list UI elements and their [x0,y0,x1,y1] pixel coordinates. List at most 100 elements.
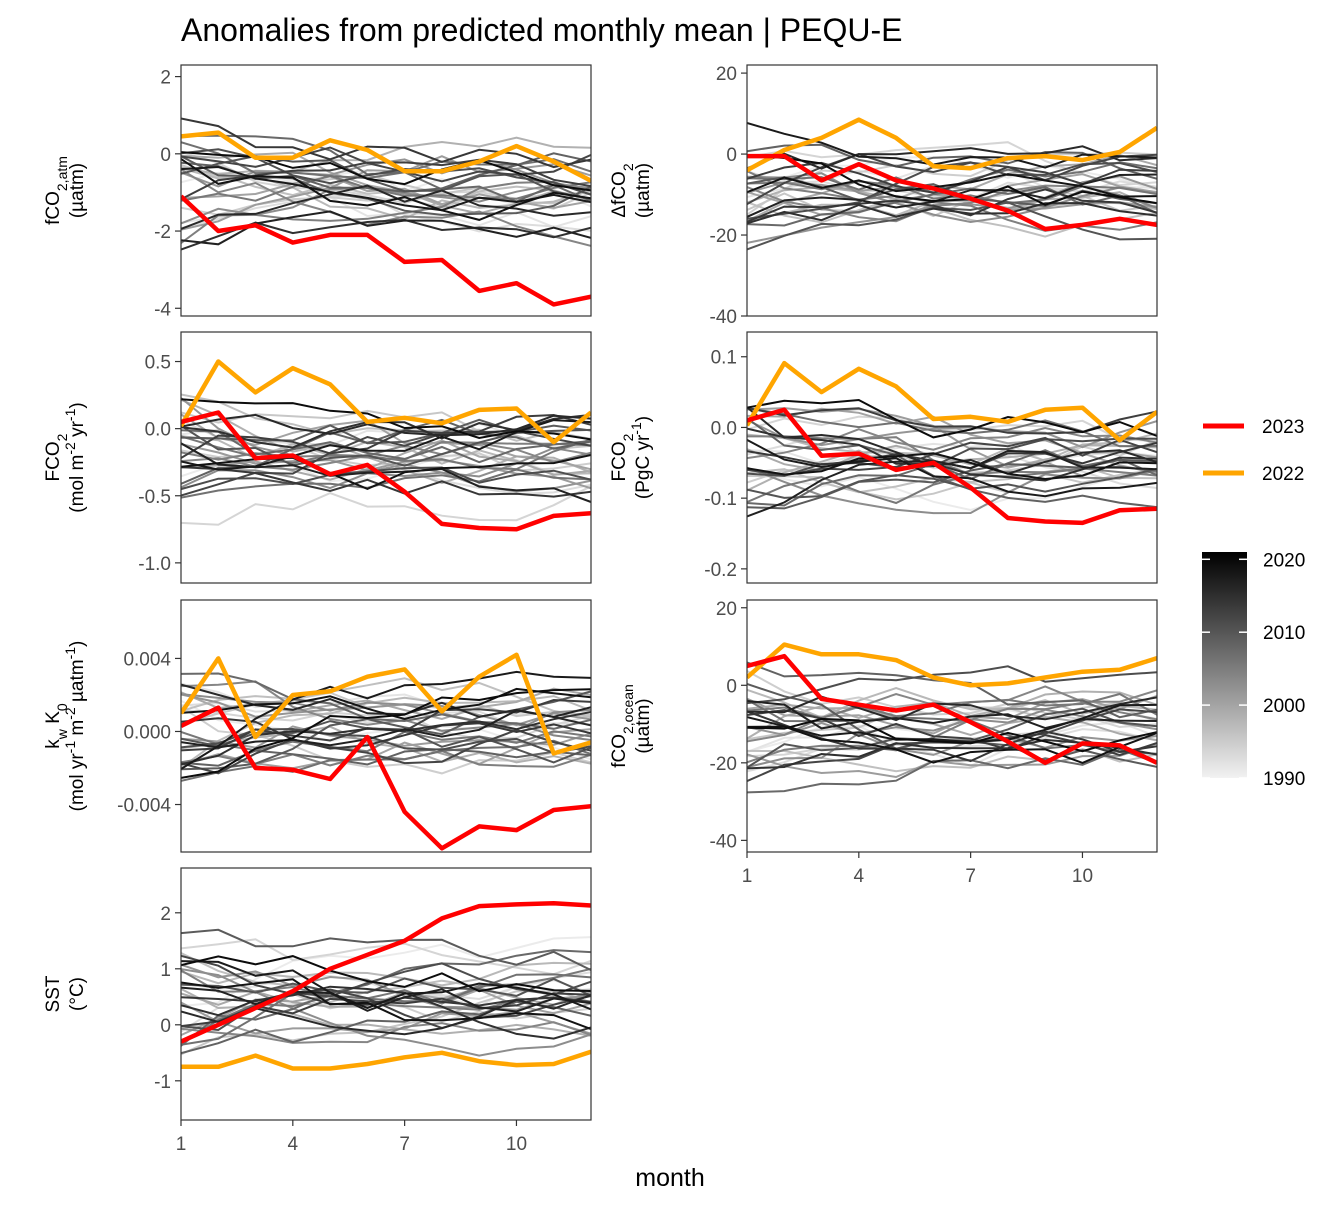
series-line-2023 [747,153,1157,232]
year-ensemble-line [181,134,591,203]
year-ensemble-line [181,986,591,1013]
year-ensemble-line [181,936,591,1008]
year-ensemble-line [747,701,1157,764]
x-tick-label: 4 [288,1134,299,1155]
panel-border [746,599,1158,853]
panels: 20-2-4fCO2,atm(µatm)200-20-40ΔfCO2(µatm)… [43,64,1158,1155]
year-ensemble-line [747,470,1157,512]
year-ensemble-line [181,413,591,449]
y-axis-label: ΔfCO2(µatm) [609,163,654,218]
y-tick-label: -4 [154,299,171,320]
y-tick-label: -0.2 [704,560,737,581]
x-tick-label: 7 [965,866,976,887]
year-ensemble-line [747,173,1157,198]
y-tick-label: 0.004 [123,649,171,670]
y-tick-label: -40 [710,831,737,852]
panel-4: 0.1 0.0 -0.1 -0.2 FCO2(PgC yr-1) [609,331,1158,584]
year-ensemble-line [181,967,591,1046]
y-tick-label: -0.1 [704,489,737,510]
plot-area [181,359,591,532]
y-tick-label: 0 [160,1016,171,1037]
series-line-2023 [181,901,591,1044]
year-ensemble-line [181,978,591,1031]
plot-area [747,360,1157,526]
year-ensemble-line [181,968,591,1057]
x-tick-label: 10 [506,1134,527,1155]
series-line-2022 [181,130,591,183]
year-ensemble-line [181,485,591,526]
y-tick-label: 2 [160,904,171,925]
year-ensemble-line [181,466,591,498]
y-tick-label: -20 [710,754,737,775]
legend-lines: 2023 2022 [1203,417,1304,485]
year-ensemble-line [181,688,591,779]
year-ensemble-line [747,452,1157,481]
colorbar-label: 2000 [1263,696,1305,717]
panel-border [180,331,592,584]
y-tick-label: 0 [160,145,171,166]
y-tick-label: -2 [154,222,171,243]
year-ensemble-line [747,180,1157,205]
year-ensemble-line [181,184,591,230]
y-tick-label: 20 [716,599,737,620]
series-line-2022 [747,642,1157,688]
year-ensemble-line [747,145,1157,170]
series-line-2023 [747,653,1157,766]
plot-area [181,652,591,851]
colorbar-gradient [1202,552,1247,778]
series-line-2022 [747,360,1157,443]
year-ensemble-line [747,467,1157,499]
y-tick-label: 0 [726,676,737,697]
year-ensemble-line [181,435,591,471]
year-ensemble-line [181,706,591,749]
panel-2: 20 0 -20 -40 ΔfCO2(µatm) [609,64,1158,328]
panel-3: 0.5 0.0 -0.5 -1.0 FCO2(mol m-2 yr-1) [43,331,592,584]
y-axis-label: fCO2,ocean(µatm) [609,684,654,768]
year-ensemble-line [181,151,591,192]
year-ensemble-line [181,687,591,721]
year-ensemble-line [181,466,591,491]
year-ensemble-line [747,700,1157,730]
y-tick-label: 0.0 [145,420,171,441]
series-line-2022 [181,359,591,445]
year-ensemble-line [181,174,591,202]
year-ensemble-line [181,446,591,490]
year-ensemble-line [747,717,1157,753]
panel-border [180,64,592,317]
y-tick-label: 1 [160,960,171,981]
year-ensemble-line [181,419,591,471]
year-ensemble-line [747,170,1157,232]
year-ensemble-line [181,711,591,766]
panel-6: 20 0 -20 -401 4 7 10 fCO2,ocean(µatm) [609,599,1158,887]
y-axis-label: SST (°C) [43,975,88,1012]
year-ensemble-line [747,748,1157,794]
plot-area [181,117,591,307]
year-ensemble-line [747,398,1157,439]
year-ensemble-line [747,407,1157,448]
panel-border [746,64,1158,317]
y-axis-label: kw K0(mol yr-1 m-2 µatm-1) [43,641,88,812]
y-axis-label: FCO2(PgC yr-1) [609,416,654,499]
y-tick-label: 0.0 [711,418,737,439]
chart-title: Anomalies from predicted monthly mean | … [181,12,902,48]
year-ensemble-line [747,202,1157,225]
year-ensemble-line [181,690,591,771]
y-tick-label: 20 [716,64,737,85]
x-tick-label: 10 [1072,866,1093,887]
year-ensemble-line [747,466,1157,515]
year-ensemble-line [747,468,1157,501]
colorbar-label: 1990 [1263,769,1305,790]
year-ensemble-line [747,173,1157,218]
x-tick-label: 7 [399,1134,410,1155]
series-line-2023 [181,194,591,307]
y-tick-label: -0.5 [138,487,171,508]
x-tick-label: 4 [854,866,865,887]
year-ensemble-line [181,693,591,727]
panel-border [180,599,592,853]
panel-border [746,331,1158,584]
legend-label-2023: 2023 [1262,417,1304,438]
year-ensemble-line [747,449,1157,518]
y-tick-label: -20 [710,226,737,247]
